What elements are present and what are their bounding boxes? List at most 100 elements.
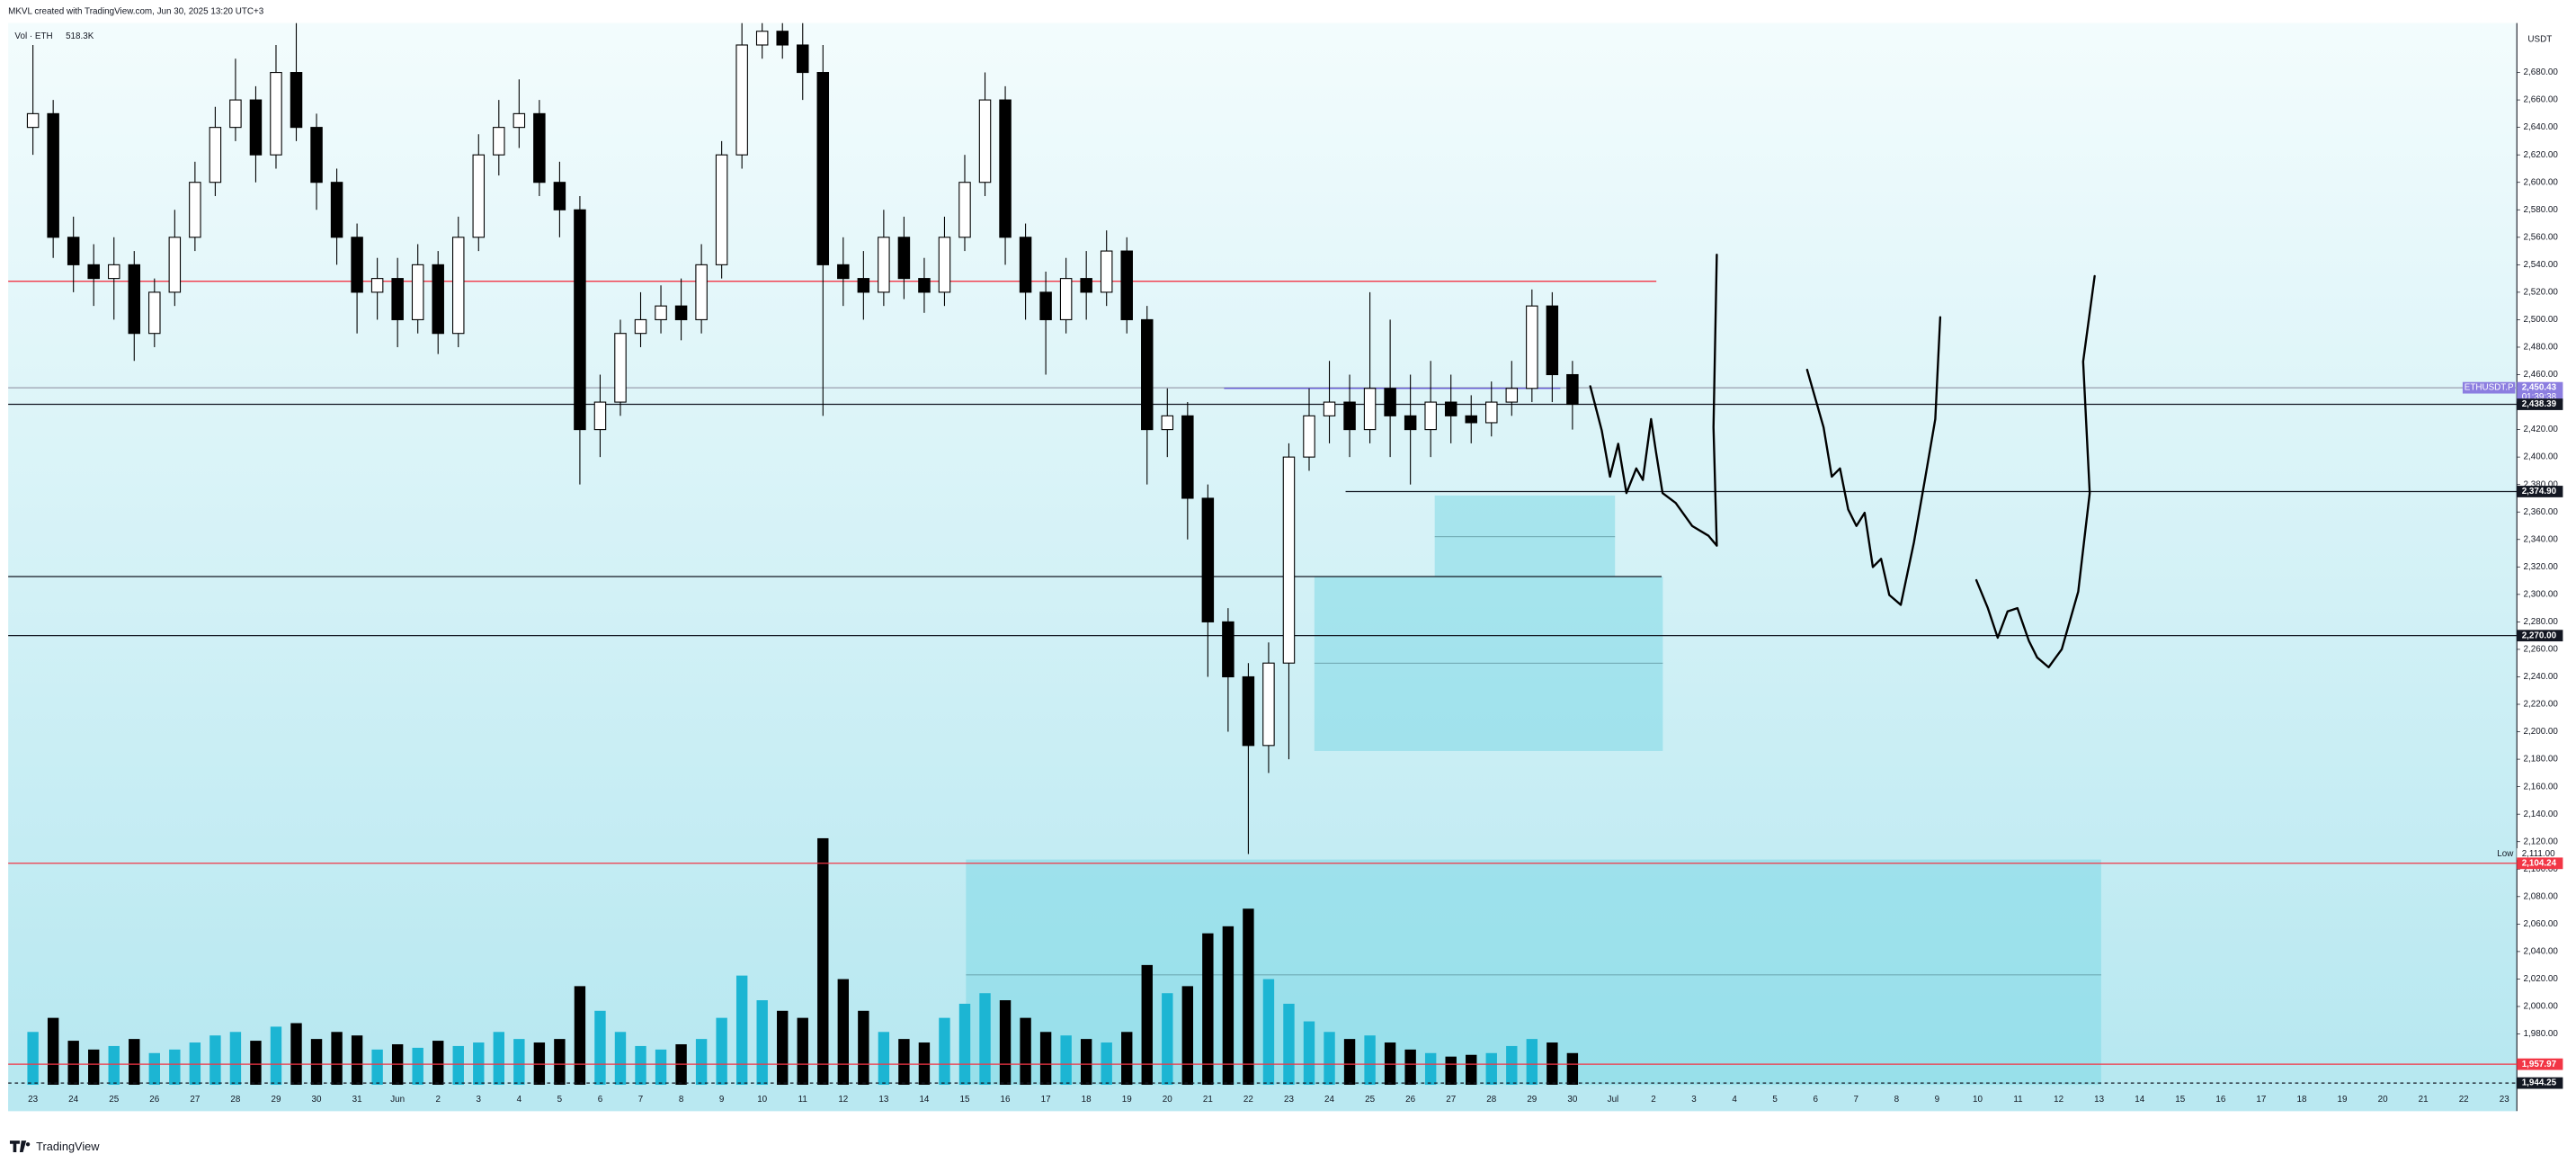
candle-body <box>1404 415 1417 431</box>
price-badge-label: 2,270.00 <box>2522 631 2557 640</box>
volume-bar <box>716 1017 727 1086</box>
candle-body <box>209 127 222 183</box>
footer: TradingView <box>36 1140 100 1153</box>
candle-body <box>1363 388 1377 431</box>
volume-bar <box>1526 1039 1538 1086</box>
volume-bar <box>695 1039 708 1086</box>
y-tick-label: 2,240.00 <box>2524 672 2559 682</box>
y-tick-label: 2,160.00 <box>2524 782 2559 792</box>
candle-body <box>47 112 59 238</box>
x-tick-label: 24 <box>68 1095 78 1105</box>
volume-bar <box>47 1017 59 1086</box>
y-tick-label: 2,660.00 <box>2524 95 2559 105</box>
volume-bar <box>1566 1052 1579 1086</box>
candle-body <box>1343 401 1356 431</box>
candle-body <box>1161 415 1174 431</box>
x-tick-label: 21 <box>2419 1095 2429 1105</box>
price-badge <box>2517 381 2563 402</box>
candle-body <box>1100 250 1113 293</box>
volume-bar <box>1222 926 1235 1086</box>
x-tick-label: 26 <box>149 1095 159 1105</box>
candle-body <box>1303 415 1315 458</box>
x-tick-label: 15 <box>960 1095 970 1105</box>
x-tick-label: 28 <box>230 1095 240 1105</box>
candle-body <box>1039 291 1052 320</box>
volume-bar <box>493 1032 505 1086</box>
y-tick-label: 2,640.00 <box>2524 122 2559 132</box>
x-tick-label: 29 <box>271 1095 281 1105</box>
candle-body <box>1141 318 1154 431</box>
volume-bar <box>331 1032 343 1086</box>
candle-body <box>897 237 911 280</box>
candle-body <box>715 154 728 265</box>
y-tick-label: 2,040.00 <box>2524 947 2559 957</box>
candle-body <box>776 31 789 46</box>
volume-bar <box>1466 1054 1477 1086</box>
candle-body <box>755 31 769 46</box>
x-tick-label: 30 <box>312 1095 322 1105</box>
candle-body <box>837 264 850 280</box>
y-tick-label: 2,520.00 <box>2524 288 2559 298</box>
x-tick-label: 13 <box>878 1095 888 1105</box>
candle-body <box>472 154 486 238</box>
volume-bar <box>67 1041 79 1086</box>
x-tick-label: 22 <box>1243 1095 1253 1105</box>
volume-bar <box>655 1049 667 1086</box>
y-tick-label: 2,580.00 <box>2524 205 2559 215</box>
candle-body <box>674 305 688 320</box>
candle-body <box>229 99 242 129</box>
x-tick-label: 24 <box>1324 1095 1334 1105</box>
volume-bar <box>1343 1039 1356 1086</box>
x-tick-label: 17 <box>1041 1095 1051 1105</box>
volume-bar <box>1162 993 1173 1086</box>
y-tick-label: 2,560.00 <box>2524 232 2559 242</box>
candle-body <box>411 264 424 320</box>
y-tick-label: 2,600.00 <box>2524 177 2559 187</box>
x-tick-label: 11 <box>798 1095 807 1105</box>
volume-bar <box>1485 1052 1497 1086</box>
x-tick-label: 7 <box>638 1095 643 1105</box>
volume-bar <box>858 1010 869 1086</box>
candle-body <box>1059 278 1073 320</box>
x-tick-label: 19 <box>1122 1095 1132 1105</box>
price-badge <box>2517 1077 2563 1089</box>
volume-bar <box>371 1049 383 1086</box>
price-badge-label: 2,450.43 <box>2522 383 2557 393</box>
candle-body <box>574 209 586 431</box>
y-tick-label: 2,480.00 <box>2524 343 2559 353</box>
volume-bar <box>837 979 850 1086</box>
y-tick-label: 2,000.00 <box>2524 1002 2559 1012</box>
y-tick-label: 2,020.00 <box>2524 974 2559 984</box>
x-tick-label: 14 <box>2135 1095 2144 1105</box>
x-tick-label: 3 <box>477 1095 482 1105</box>
volume-bar <box>1060 1035 1072 1086</box>
x-tick-label: 5 <box>1772 1095 1778 1105</box>
volume-bar <box>1506 1045 1518 1086</box>
candle-body <box>513 112 526 129</box>
candle-body <box>655 305 667 320</box>
x-tick-label: 12 <box>838 1095 848 1105</box>
candle-body <box>533 112 546 183</box>
volume-bar <box>169 1049 181 1086</box>
candles <box>26 22 1579 854</box>
x-tick-label: 8 <box>1894 1095 1900 1105</box>
volume-bar <box>513 1039 525 1086</box>
candle-body <box>1120 250 1133 320</box>
x-tick-label: 15 <box>2175 1095 2185 1105</box>
candle-body <box>1485 401 1498 424</box>
volume-bar <box>958 1003 971 1086</box>
x-tick-label: 7 <box>1854 1095 1858 1105</box>
symbol-label: ETHUSDT.P <box>2465 383 2514 393</box>
x-tick-label: 13 <box>2094 1095 2104 1105</box>
price-badge <box>2517 848 2563 860</box>
candle-body <box>593 401 607 431</box>
y-tick-label: 2,140.00 <box>2524 810 2559 819</box>
price-badge <box>2517 398 2563 410</box>
candle-body <box>1546 305 1559 376</box>
projection-drawings <box>1589 254 2096 669</box>
x-tick-label: 20 <box>1163 1095 1172 1105</box>
y-tick-label: 2,300.00 <box>2524 589 2559 599</box>
x-tick-label: 6 <box>1813 1095 1818 1105</box>
volume-bar <box>1445 1056 1457 1086</box>
price-badge <box>2517 1058 2563 1070</box>
